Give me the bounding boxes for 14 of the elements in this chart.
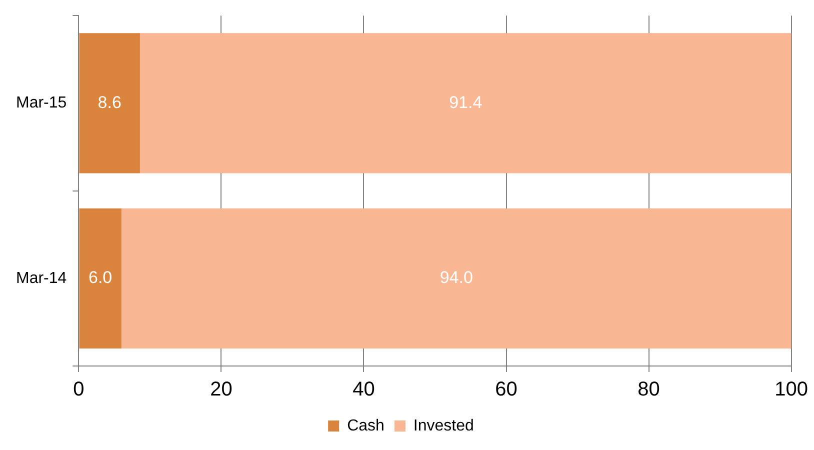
data-label: 8.6 bbox=[98, 92, 122, 112]
data-label: 91.4 bbox=[449, 92, 482, 112]
x-tick-label: 80 bbox=[638, 378, 660, 401]
x-tick-label: 100 bbox=[774, 378, 808, 401]
x-tick-label: 0 bbox=[73, 378, 84, 401]
y-tick-label: Mar-14 bbox=[16, 270, 67, 287]
data-label: 94.0 bbox=[440, 268, 473, 288]
data-label: 6.0 bbox=[88, 268, 112, 288]
x-tick-label: 40 bbox=[352, 378, 375, 401]
x-tick-label: 60 bbox=[495, 378, 518, 401]
legend-label: Cash bbox=[347, 417, 384, 434]
legend-label: Invested bbox=[413, 417, 474, 434]
x-tick-label: 20 bbox=[210, 378, 232, 401]
y-tick-label: Mar-15 bbox=[16, 94, 67, 112]
